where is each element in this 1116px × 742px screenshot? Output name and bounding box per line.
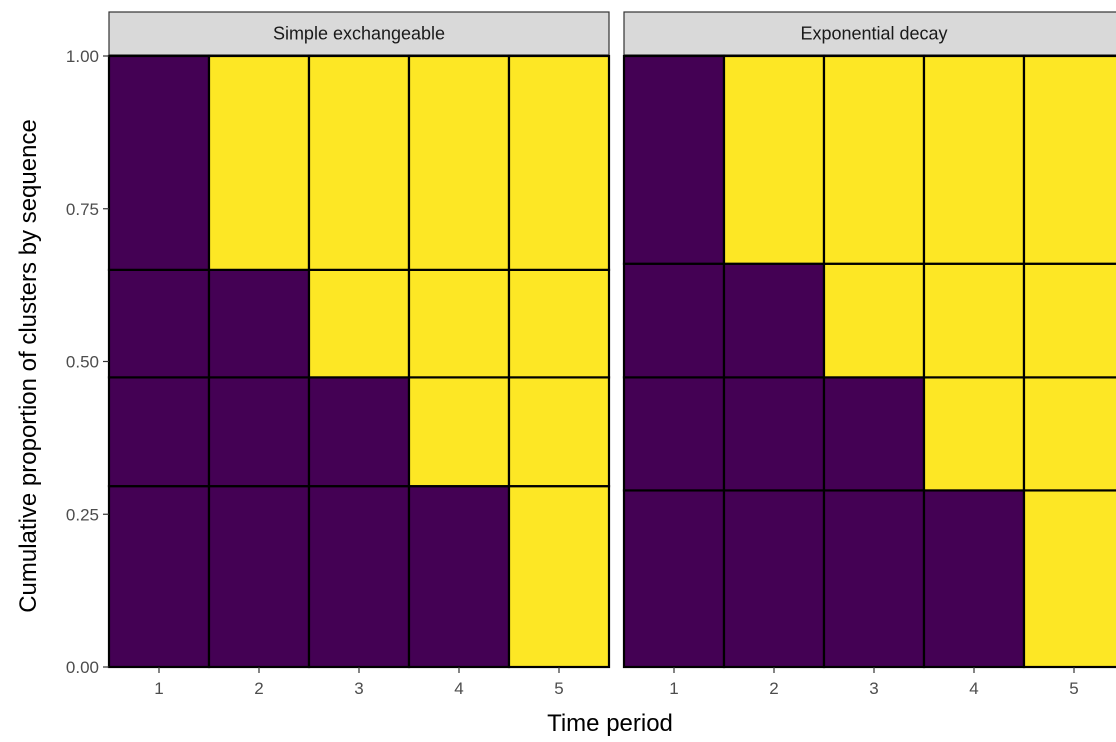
heatmap-cell bbox=[822, 54, 926, 265]
heatmap-cell bbox=[107, 485, 211, 669]
heatmap-cell bbox=[307, 54, 411, 271]
x-tick-label: 3 bbox=[354, 679, 363, 698]
heatmap-cell bbox=[207, 54, 311, 271]
heatmap-cell bbox=[407, 268, 511, 379]
heatmap-cell bbox=[507, 376, 611, 488]
y-tick-label: 0.50 bbox=[66, 353, 99, 372]
heatmap-cell bbox=[622, 489, 726, 669]
panels-layer: Simple exchangeable Exponential decay bbox=[107, 11, 1116, 669]
x-tick-label: 4 bbox=[969, 679, 978, 698]
x-tick-label: 1 bbox=[154, 679, 163, 698]
heatmap-cell bbox=[922, 489, 1026, 669]
x-axis-title: Time period bbox=[547, 710, 673, 737]
x-tick-label: 1 bbox=[669, 679, 678, 698]
heatmap-cell bbox=[507, 54, 611, 271]
heatmap-cell bbox=[822, 489, 926, 669]
x-tick-label: 5 bbox=[554, 679, 563, 698]
heatmap-cell bbox=[507, 268, 611, 379]
heatmap-cell bbox=[207, 485, 311, 669]
heatmap-cell bbox=[822, 262, 926, 379]
heatmap-cell bbox=[722, 489, 826, 669]
heatmap-cell bbox=[1022, 262, 1116, 379]
panel-strip bbox=[108, 11, 610, 56]
heatmap-cell bbox=[922, 54, 1026, 265]
heatmap-cell bbox=[207, 268, 311, 379]
y-tick-label: 0.00 bbox=[66, 658, 99, 677]
heatmap-cell bbox=[622, 376, 726, 492]
panel-title: Simple exchangeable bbox=[273, 24, 445, 44]
panel-title: Exponential decay bbox=[800, 24, 947, 44]
heatmap-cell bbox=[622, 262, 726, 379]
heatmap-cell bbox=[1022, 54, 1116, 265]
y-axis: 0.00 0.25 0.50 0.75 1.00 bbox=[66, 47, 109, 677]
heatmap-cell bbox=[722, 262, 826, 379]
heatmap-cell bbox=[407, 376, 511, 488]
heatmap-cell bbox=[922, 262, 1026, 379]
heatmap-cell bbox=[307, 485, 411, 669]
heatmap-cell bbox=[822, 376, 926, 492]
y-tick-label: 0.75 bbox=[66, 200, 99, 219]
heatmap-cell bbox=[107, 54, 211, 271]
panel-strip bbox=[623, 11, 1116, 56]
heatmap-cell bbox=[207, 376, 311, 488]
heatmap-cell bbox=[1022, 376, 1116, 492]
x-axes: 1 2 3 4 5 1 2 3 4 5 bbox=[154, 667, 1079, 698]
panel-2: Exponential decay bbox=[622, 11, 1116, 669]
heatmap-cell bbox=[1022, 489, 1116, 669]
heatmap-cell bbox=[722, 376, 826, 492]
y-tick-label: 1.00 bbox=[66, 47, 99, 66]
panel-1: Simple exchangeable bbox=[107, 11, 611, 669]
y-tick-label: 0.25 bbox=[66, 505, 99, 524]
heatmap-cell bbox=[922, 376, 1026, 492]
heatmap-cell bbox=[107, 376, 211, 488]
heatmap-cell bbox=[307, 376, 411, 488]
x-tick-label: 3 bbox=[869, 679, 878, 698]
x-tick-label: 4 bbox=[454, 679, 463, 698]
x-tick-label: 5 bbox=[1069, 679, 1078, 698]
heatmap-cell bbox=[407, 54, 511, 271]
heatmap-cell bbox=[407, 485, 511, 669]
heatmap-cell bbox=[307, 268, 411, 379]
heatmap-cell bbox=[507, 485, 611, 669]
x-tick-label: 2 bbox=[769, 679, 778, 698]
y-axis-title: Cumulative proportion of clusters by seq… bbox=[15, 119, 42, 613]
heatmap-cell bbox=[622, 54, 726, 265]
heatmap-cell bbox=[107, 268, 211, 379]
heatmap-cell bbox=[722, 54, 826, 265]
x-tick-label: 2 bbox=[254, 679, 263, 698]
